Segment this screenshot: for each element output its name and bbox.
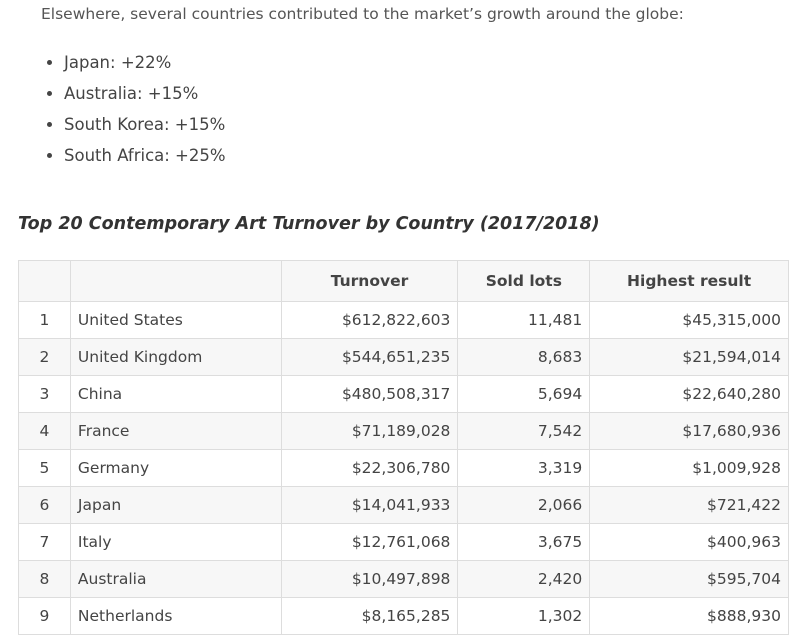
- table-row: 9 Netherlands $8,165,285 1,302 $888,930: [18, 597, 789, 635]
- header-row: Turnover Sold lots Highest result: [18, 260, 789, 302]
- table-cell: $721,422: [589, 486, 789, 524]
- table-cell: 3,319: [457, 449, 591, 487]
- table-cell: 3,675: [457, 523, 591, 561]
- bullet-item: South Africa: +25%: [64, 143, 226, 174]
- table-cell: 11,481: [457, 301, 591, 339]
- table-body: 1 United States $612,822,603 11,481 $45,315,…: [18, 301, 789, 635]
- table-cell: 6: [18, 486, 71, 524]
- table-cell: 2,420: [457, 560, 591, 598]
- table-cell: $612,822,603: [280, 301, 459, 339]
- table-cell: $544,651,235: [280, 338, 459, 376]
- table-row: 1 United States $612,822,603 11,481 $45,315,…: [18, 301, 789, 339]
- table-cell: Netherlands: [69, 597, 282, 635]
- table-row: 8 Australia $10,497,898 2,420 $595,704: [18, 560, 789, 598]
- table-cell: Australia: [69, 560, 282, 598]
- bullet-item: Japan: +22%: [64, 50, 226, 81]
- table-cell: $21,594,014: [589, 338, 789, 376]
- header-cell: [18, 260, 71, 302]
- table-row: 4 France $71,189,028 7,542 $17,680,936: [18, 412, 789, 450]
- table-row: 2 United Kingdom $544,651,235 8,683 $21,594,…: [18, 338, 789, 376]
- header-cell: [69, 260, 282, 302]
- table-cell: 7: [18, 523, 71, 561]
- table-cell: Japan: [69, 486, 282, 524]
- table-cell: 2: [18, 338, 71, 376]
- table-cell: 8,683: [457, 338, 591, 376]
- table-cell: $595,704: [589, 560, 789, 598]
- table-row: 3 China $480,508,317 5,694 $22,640,280: [18, 375, 789, 413]
- bullet-item: Australia: +15%: [64, 81, 226, 112]
- table-cell: 4: [18, 412, 71, 450]
- table-cell: $12,761,068: [280, 523, 459, 561]
- table-cell: $22,306,780: [280, 449, 459, 487]
- table-cell: Germany: [69, 449, 282, 487]
- table-caption: Top 20 Contemporary Art Turnover by Coun…: [18, 214, 600, 234]
- table-cell: $17,680,936: [589, 412, 789, 450]
- intro-paragraph: Elsewhere, several countries contributed…: [41, 5, 684, 23]
- table-cell: $400,963: [589, 523, 789, 561]
- table-cell: China: [69, 375, 282, 413]
- table-cell: $22,640,280: [589, 375, 789, 413]
- table-cell: $1,009,928: [589, 449, 789, 487]
- table-cell: 2,066: [457, 486, 591, 524]
- table-cell: $888,930: [589, 597, 789, 635]
- table-cell: United Kingdom: [69, 338, 282, 376]
- bullet-item: South Korea: +15%: [64, 112, 226, 143]
- table-cell: 1,302: [457, 597, 591, 635]
- table-cell: United States: [69, 301, 282, 339]
- table-cell: 9: [18, 597, 71, 635]
- bullet-list: Japan: +22%Australia: +15%South Korea: +…: [41, 50, 226, 174]
- data-table: Turnover Sold lots Highest result 1 United …: [18, 260, 789, 635]
- header-cell: Sold lots: [457, 260, 591, 302]
- table-cell: $14,041,933: [280, 486, 459, 524]
- table-cell: $10,497,898: [280, 560, 459, 598]
- table-cell: 3: [18, 375, 71, 413]
- table-cell: 8: [18, 560, 71, 598]
- table-row: 7 Italy $12,761,068 3,675 $400,963: [18, 523, 789, 561]
- table-cell: France: [69, 412, 282, 450]
- table-cell: $45,315,000: [589, 301, 789, 339]
- table-row: 6 Japan $14,041,933 2,066 $721,422: [18, 486, 789, 524]
- table-cell: Italy: [69, 523, 282, 561]
- table-cell: 5: [18, 449, 71, 487]
- table-cell: $71,189,028: [280, 412, 459, 450]
- table-row: 5 Germany $22,306,780 3,319 $1,009,928: [18, 449, 789, 487]
- table-cell: $480,508,317: [280, 375, 459, 413]
- header-cell: Turnover: [280, 260, 459, 302]
- table-cell: 7,542: [457, 412, 591, 450]
- table-cell: $8,165,285: [280, 597, 459, 635]
- table-cell: 5,694: [457, 375, 591, 413]
- table-cell: 1: [18, 301, 71, 339]
- header-cell: Highest result: [589, 260, 789, 302]
